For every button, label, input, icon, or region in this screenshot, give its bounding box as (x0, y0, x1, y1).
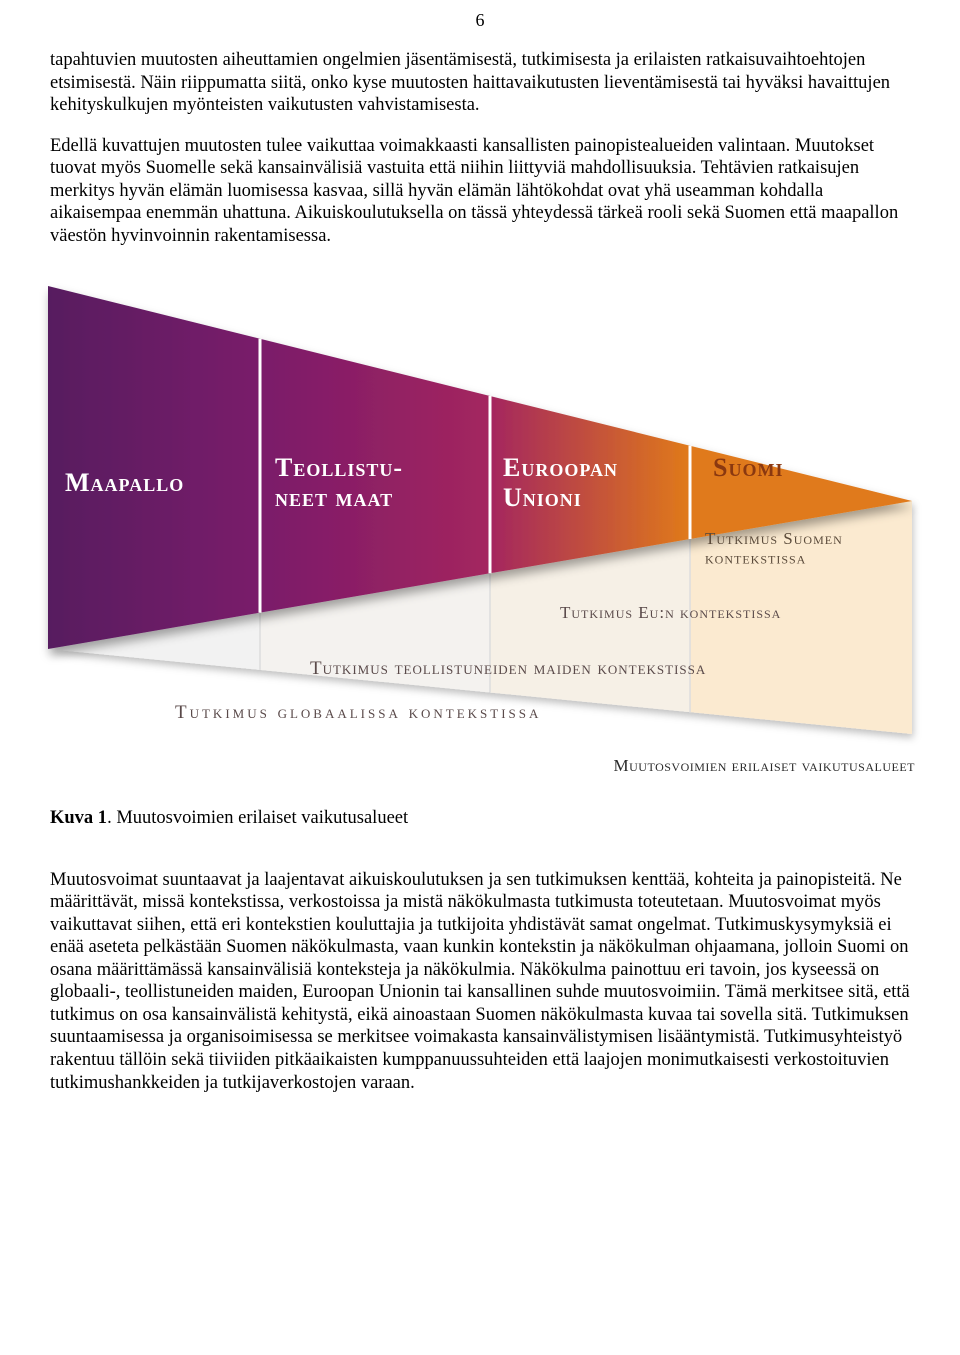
figure-svg: MaapalloTeollistu-neet maatEuroopanUnion… (35, 266, 925, 786)
figure-caption-bold: Kuva 1 (50, 808, 107, 828)
svg-text:Tutkimus teollistuneiden maide: Tutkimus teollistuneiden maiden kontekst… (310, 658, 706, 679)
svg-text:Tutkimus Eu:n kontekstissa: Tutkimus Eu:n kontekstissa (560, 603, 781, 622)
svg-text:Muutosvoimien erilaiset vaikut: Muutosvoimien erilaiset vaikutusalueet (614, 756, 916, 775)
figure-caption: Kuva 1. Muutosvoimien erilaiset vaikutus… (50, 808, 910, 829)
figure-caption-text: . Muutosvoimien erilaiset vaikutusalueet (107, 808, 408, 828)
document-page: 6 tapahtuvien muutosten aiheuttamien ong… (0, 10, 960, 1152)
paragraph-3: Muutosvoimat suuntaavat ja laajentavat a… (50, 869, 910, 1095)
paragraph-2: Edellä kuvattujen muutosten tulee vaikut… (50, 135, 910, 248)
svg-text:Tutkimus globaalissa konteksti: Tutkimus globaalissa kontekstissa (175, 702, 541, 723)
figure-triangles: MaapalloTeollistu-neet maatEuroopanUnion… (35, 266, 925, 786)
svg-text:Suomi: Suomi (713, 453, 783, 482)
paragraph-1: tapahtuvien muutosten aiheuttamien ongel… (50, 49, 910, 117)
svg-text:Maapallo: Maapallo (65, 468, 184, 497)
page-number: 6 (50, 10, 910, 31)
svg-text:Teollistu-neet maat: Teollistu-neet maat (275, 453, 403, 512)
